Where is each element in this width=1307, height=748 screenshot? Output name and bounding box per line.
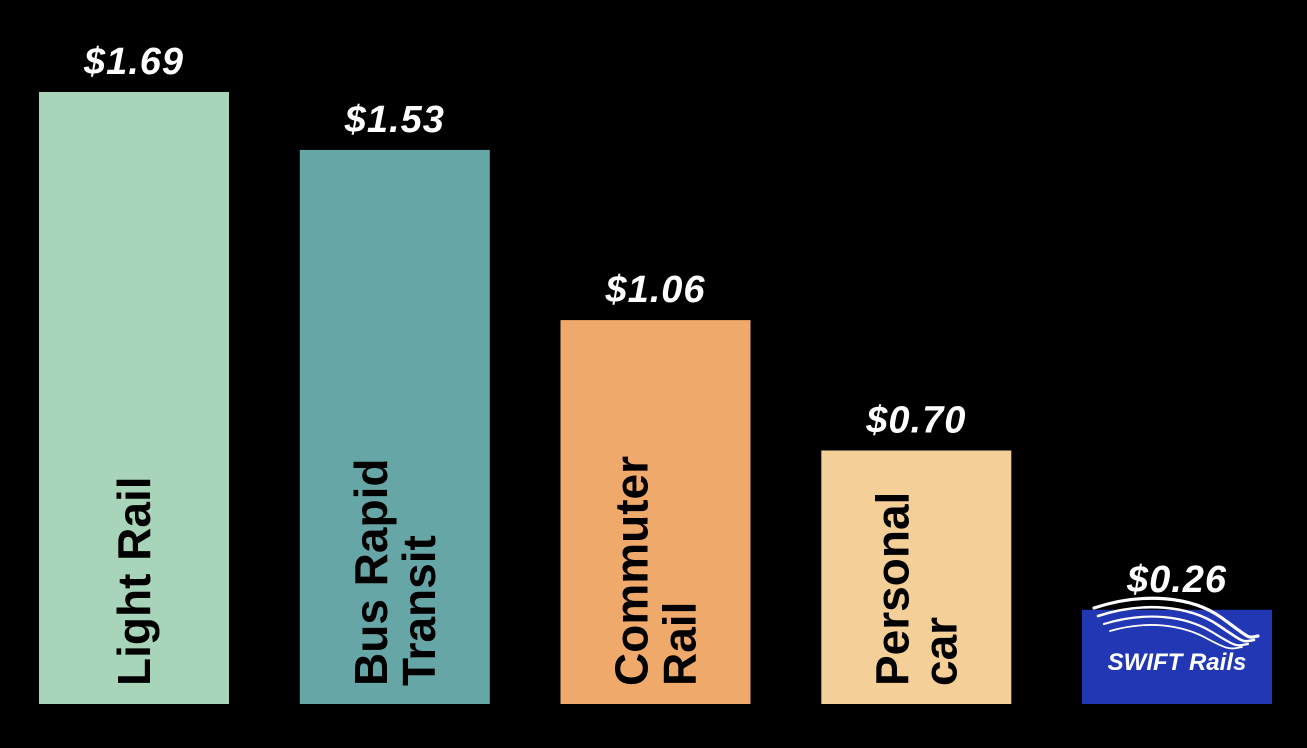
category-label-line: Personal <box>866 492 918 686</box>
value-labels-group: $1.69 $1.53 $1.06 $0.70 $0.26 <box>83 41 1227 601</box>
value-label-bus-rapid-transit: $1.53 <box>344 99 445 141</box>
bar-swift-rails <box>1082 609 1272 704</box>
swoosh-wave-3 <box>1102 615 1250 647</box>
category-label-commuter-rail: CommuterRail <box>606 456 706 686</box>
category-label-line: Rail <box>654 602 706 686</box>
swoosh-wave-4 <box>1109 624 1243 650</box>
category-label-bus-rapid-transit: Bus RapidTransit <box>345 459 445 686</box>
bar-light-rail <box>39 92 229 704</box>
bars-group <box>39 92 1272 704</box>
bar-commuter-rail <box>560 320 751 704</box>
swift-rails-logo: SWIFT Rails <box>1092 596 1260 676</box>
bar-personal-car <box>821 450 1012 704</box>
swoosh-wave-2 <box>1096 605 1256 643</box>
category-label-line: Bus Rapid <box>345 459 397 686</box>
swoosh-waves-icon <box>1092 596 1260 650</box>
category-label-light-rail: Light Rail <box>108 476 160 686</box>
category-label-line: Transit <box>393 535 445 686</box>
swoosh-wave-1 <box>1092 596 1260 639</box>
value-label-personal-car: $0.70 <box>865 400 966 442</box>
category-label-line: Light Rail <box>108 476 160 686</box>
bar-bus-rapid-transit <box>299 149 490 704</box>
value-label-commuter-rail: $1.06 <box>604 269 705 311</box>
category-label-line: car <box>914 617 966 686</box>
value-label-light-rail: $1.69 <box>83 41 184 83</box>
value-label-swift-rails: $0.26 <box>1126 559 1227 601</box>
category-label-line: Commuter <box>606 456 658 686</box>
logo-brand-text: SWIFT Rails <box>1108 649 1247 676</box>
category-label-personal-car: Personalcar <box>866 492 966 686</box>
category-labels-group: Light Rail Bus RapidTransit CommuterRail Pe… <box>108 456 966 686</box>
